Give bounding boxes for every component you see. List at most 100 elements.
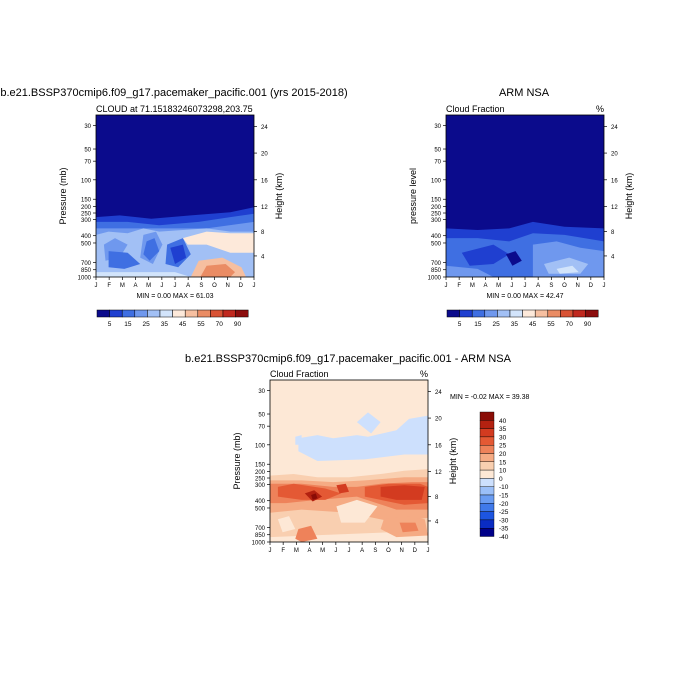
y-tick-label: 200 (81, 205, 92, 211)
colorbar-swatch (572, 309, 586, 318)
colorbar-label: 70 (566, 321, 574, 328)
y-tick-label: 500 (255, 506, 266, 512)
colorbar-label: 70 (216, 321, 224, 328)
colorbar-legend: 5 15 25 35 45 55 70 90 (446, 309, 599, 328)
x-tick-label: F (107, 283, 111, 289)
colorbar-swatch (534, 309, 549, 318)
colorbar-label: 90 (234, 321, 242, 328)
y-tick-label: 100 (431, 178, 442, 184)
colorbar-swatch (585, 309, 599, 318)
chart-3: b.e21.BSSP370cmip6.f09_g17.pacemaker_pac… (185, 353, 529, 554)
x-tick-label: A (133, 283, 137, 289)
colorbar-swatch (479, 486, 495, 496)
x-tick-label: A (536, 283, 540, 289)
y2-tick-label: 12 (611, 205, 618, 211)
y2-tick-label: 4 (261, 254, 265, 260)
y2-tick-label: 20 (435, 417, 442, 423)
colorbar-legend: 5 15 25 35 45 55 70 90 (96, 309, 249, 328)
colorbar-label: 90 (584, 321, 592, 328)
y-tick-label: 1000 (78, 276, 92, 282)
y-tick-label: 200 (431, 205, 442, 211)
plot-frame (445, 114, 605, 278)
y-tick-label: 700 (255, 526, 266, 532)
y-tick-label: 850 (255, 533, 266, 539)
colorbar-label: 25 (493, 321, 501, 328)
x-tick-label: J (348, 548, 351, 554)
y-tick-label: 150 (81, 198, 92, 204)
y-tick-label: 700 (431, 261, 442, 267)
colorbar-swatch (210, 309, 224, 318)
colorbar-label: 0 (499, 476, 503, 483)
y2-tick-label: 4 (611, 254, 615, 260)
contour-region (506, 251, 522, 266)
x-tick-label: O (562, 283, 567, 289)
x-tick-label: J (445, 283, 448, 289)
colorbar-label: 5 (458, 321, 462, 328)
colorbar-swatch (121, 309, 136, 318)
chart-title: b.e21.BSSP370cmip6.f09_g17.pacemaker_pac… (185, 353, 512, 365)
x-tick-label: D (413, 548, 418, 554)
y2-tick-label: 20 (261, 152, 268, 158)
y-tick-label: 1000 (252, 541, 266, 547)
y-tick-label: 300 (431, 218, 442, 224)
colorbar-label: 45 (179, 321, 187, 328)
x-tick-label: M (146, 283, 151, 289)
y2-tick-label: 20 (611, 152, 618, 158)
colorbar-swatch (471, 309, 486, 318)
x-tick-label: M (120, 283, 125, 289)
y2-tick-label: 24 (611, 125, 618, 131)
colorbar-swatch (479, 453, 495, 463)
y-tick-label: 1000 (428, 276, 442, 282)
y2-tick-label: 12 (435, 470, 442, 476)
contour-field (270, 380, 428, 542)
x-tick-label: N (225, 283, 229, 289)
y-tick-label: 400 (431, 234, 442, 240)
contour-region (356, 412, 381, 434)
min-max-stats: MIN = 0.00 MAX = 61.03 (136, 293, 213, 300)
y-tick-label: 100 (255, 443, 266, 449)
contour-region (182, 231, 254, 253)
min-max-stats: MIN = 0.00 MAX = 42.47 (486, 293, 563, 300)
colorbar-swatch (479, 503, 495, 512)
y2-axis-label: Height (km) (274, 173, 284, 220)
contour-region (295, 525, 318, 542)
colorbar-label: 15 (124, 321, 132, 328)
x-tick-label: A (483, 283, 487, 289)
colorbar-swatch (479, 528, 495, 537)
x-tick-label: S (549, 283, 553, 289)
y-tick-label: 30 (258, 389, 265, 395)
contour-region (277, 516, 296, 533)
y2-axis-label: Height (km) (448, 438, 458, 485)
colorbar-swatch (459, 309, 473, 318)
x-tick-label: J (603, 283, 606, 289)
x-tick-label: N (399, 548, 403, 554)
contour-region (311, 493, 318, 500)
x-tick-label: A (186, 283, 190, 289)
y-tick-label: 50 (434, 148, 441, 154)
x-tick-label: F (281, 548, 285, 554)
colorbar-label: 35 (499, 426, 507, 433)
x-tick-label: N (575, 283, 579, 289)
y2-tick-label: 8 (611, 230, 615, 236)
plot-frame (269, 379, 429, 543)
colorbar-swatch (479, 478, 495, 487)
colorbar-label: -25 (499, 509, 509, 516)
y2-tick-label: 16 (261, 178, 268, 184)
colorbar-swatch (109, 309, 123, 318)
colorbar-swatch (159, 309, 173, 318)
y-tick-label: 70 (258, 425, 265, 431)
y2-tick-label: 4 (435, 519, 439, 525)
colorbar-swatch (184, 309, 199, 318)
y-tick-label: 500 (431, 241, 442, 247)
contour-region (295, 435, 302, 445)
y-tick-label: 70 (84, 160, 91, 166)
chart-title: b.e21.BSSP370cmip6.f09_g17.pacemaker_pac… (0, 87, 347, 99)
colorbar-swatch (197, 309, 211, 318)
chart-title: ARM NSA (499, 87, 550, 99)
contour-region (143, 238, 160, 261)
colorbar-swatch (147, 309, 161, 318)
contour-region (298, 415, 428, 461)
x-tick-label: S (199, 283, 203, 289)
x-tick-label: J (269, 548, 272, 554)
